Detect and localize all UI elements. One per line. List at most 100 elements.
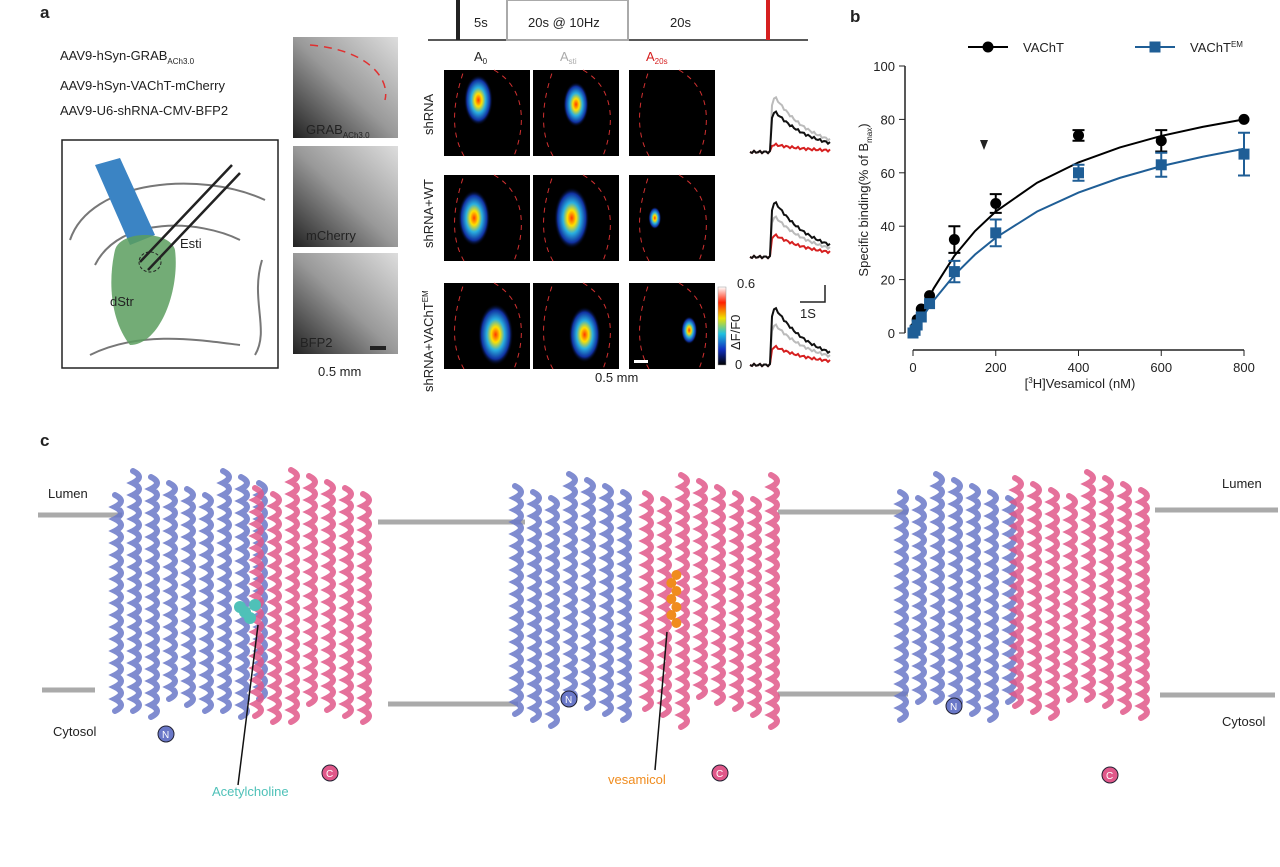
column-label-text: A [646,49,655,64]
scale-label: 0.5 mm [595,370,638,385]
y-tick-label: 0 [888,326,895,341]
helix [144,474,160,720]
legend-name: VAChT [1190,40,1231,55]
helix [911,495,927,705]
point [948,234,960,246]
point [1155,135,1167,147]
helix [1116,481,1132,715]
pointer [237,624,259,786]
helix [356,491,372,725]
heat-spot [478,303,514,366]
vesamicol [671,618,682,628]
cytosol-label: Cytosol [1222,714,1265,729]
vesamicol [671,570,682,580]
column-label: A20s [646,49,668,66]
image-label-sub: ACh3.0 [343,131,370,140]
cytosol-label: Cytosol [53,724,96,739]
tissue-image [293,253,398,354]
light-cone [95,158,155,245]
tissue-image [293,37,398,138]
trace [749,200,831,260]
heat-boundary [454,282,522,370]
row-label-sup: EM [421,290,430,302]
y-tick-label: 80 [881,112,895,127]
acetylcholine [244,612,256,624]
image-label: BFP2 [300,335,333,350]
helix [266,491,282,725]
helix [562,471,578,705]
heat-boundary [639,174,707,262]
texts: a AAV9-hSyn-GRABACh3.0 AAV9-hSyn-VAChT-m… [40,3,1265,799]
helix [508,483,524,717]
column-label-text: A [474,49,483,64]
lumen-label: Lumen [1222,476,1262,491]
y-axis-label-part: Specific binding(% of B [856,143,871,277]
terminus-label: C [1106,771,1113,782]
colorbar-label: ΔF/F0 [728,315,743,350]
trace [749,306,831,368]
helix [1134,487,1150,721]
x-tick-label: 0 [909,360,916,375]
heat-boundary [454,69,522,157]
heatmap [629,70,715,156]
scale-bar [634,360,648,363]
scale-label: 0.5 mm [318,364,361,379]
panel-letter: b [850,7,860,26]
terminus [711,764,729,782]
helix [284,467,300,725]
legend-sup: EM [1231,40,1243,49]
vesamicol [666,594,677,604]
helix [893,489,909,723]
helix [929,471,945,705]
construct: AAV9-hSyn-VAChT-mCherry [60,78,225,93]
heat-spot [568,306,601,363]
helix [674,472,690,730]
heat-spot [458,190,491,246]
trace-scale-bar [800,285,826,303]
terminus-label: C [326,769,333,780]
point [1238,148,1250,160]
point [1073,129,1084,141]
point [911,319,923,331]
pulse-pre [456,0,460,40]
panel-letter: c [40,431,49,450]
protocol-label: 5s [474,15,488,30]
helix [126,468,142,714]
row-label: shRNA+VAChTEM [421,290,436,392]
helix [598,483,614,717]
y-tick-label: 20 [881,273,895,288]
point [1238,113,1250,125]
heat-boundary [639,282,707,370]
helix [198,492,214,714]
point [990,227,1002,239]
panel-letter: a [40,3,50,22]
acetylcholine [234,601,246,613]
column-label-sub: 20s [655,57,668,66]
terminus [945,697,963,715]
column-label-sub: sti [569,57,577,66]
x-tick-label: 400 [1068,360,1090,375]
y-tick-label: 100 [873,59,895,74]
x-axis-label-part: H]Vesamicol (nM) [1033,376,1136,391]
heat-spot [681,316,698,345]
heat-boundary [454,174,522,262]
acetylcholine [249,599,261,611]
colorbar-max: 0.6 [737,276,755,291]
binding-chart: 0 20 40 60 80 100 0 200 400 600 800 [3H]Vesamicol (… [856,40,1255,391]
y-tick-label: 60 [881,166,895,181]
helix [746,496,762,718]
x-axis-label-part: 3 [1028,376,1033,385]
terminus [1101,766,1119,784]
heat-boundary [639,69,707,157]
tissue-boundary [309,44,387,101]
helix [108,492,124,714]
terminus-label: N [565,695,572,706]
helix [983,489,999,723]
row-label: shRNA [421,93,436,135]
terminus [157,725,175,743]
stim-window [506,0,629,41]
region-label: dStr [110,294,135,309]
point [990,198,1002,210]
terminus [321,764,339,782]
heat-boundary [543,282,611,370]
